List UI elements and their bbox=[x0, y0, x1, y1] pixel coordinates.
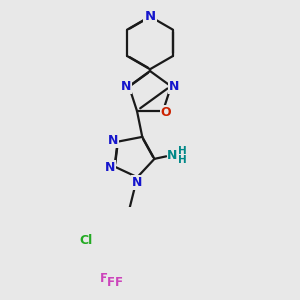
Text: F: F bbox=[100, 272, 108, 285]
Text: Cl: Cl bbox=[80, 234, 93, 247]
Text: N: N bbox=[132, 176, 142, 189]
Text: N: N bbox=[105, 161, 115, 174]
Text: F: F bbox=[115, 276, 123, 289]
Text: F: F bbox=[107, 277, 115, 290]
Text: O: O bbox=[161, 106, 171, 119]
Text: N: N bbox=[121, 80, 131, 93]
Text: H: H bbox=[178, 154, 187, 165]
Text: N: N bbox=[144, 10, 156, 23]
Text: H: H bbox=[178, 146, 187, 156]
Text: N: N bbox=[108, 134, 118, 147]
Text: N: N bbox=[167, 148, 178, 162]
Text: N: N bbox=[169, 80, 179, 93]
